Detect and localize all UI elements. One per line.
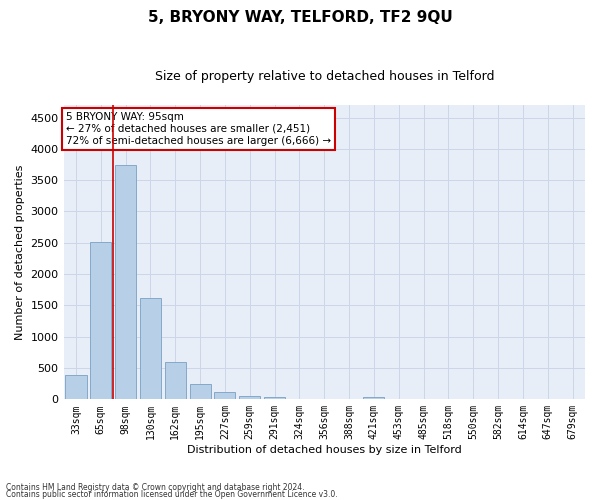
Text: 5 BRYONY WAY: 95sqm
← 27% of detached houses are smaller (2,451)
72% of semi-det: 5 BRYONY WAY: 95sqm ← 27% of detached ho…	[66, 112, 331, 146]
Text: 5, BRYONY WAY, TELFORD, TF2 9QU: 5, BRYONY WAY, TELFORD, TF2 9QU	[148, 10, 452, 25]
Bar	[190, 384, 211, 400]
Text: Contains public sector information licensed under the Open Government Licence v3: Contains public sector information licen…	[6, 490, 338, 499]
Text: Contains HM Land Registry data © Crown copyright and database right 2024.: Contains HM Land Registry data © Crown c…	[6, 484, 305, 492]
Bar	[90, 242, 112, 400]
Title: Size of property relative to detached houses in Telford: Size of property relative to detached ho…	[155, 70, 494, 83]
Bar	[264, 396, 285, 400]
Bar	[364, 396, 385, 400]
Bar	[165, 362, 186, 400]
Bar	[214, 392, 235, 400]
Y-axis label: Number of detached properties: Number of detached properties	[15, 164, 25, 340]
Bar	[65, 374, 86, 400]
Bar	[115, 165, 136, 400]
Bar	[140, 298, 161, 400]
X-axis label: Distribution of detached houses by size in Telford: Distribution of detached houses by size …	[187, 445, 461, 455]
Bar	[239, 396, 260, 400]
